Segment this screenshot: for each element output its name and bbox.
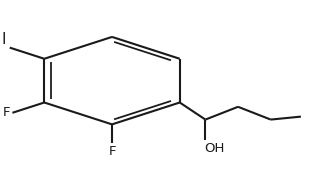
Text: F: F [108,145,116,158]
Text: F: F [3,106,10,119]
Text: I: I [2,32,6,47]
Text: OH: OH [204,142,224,155]
